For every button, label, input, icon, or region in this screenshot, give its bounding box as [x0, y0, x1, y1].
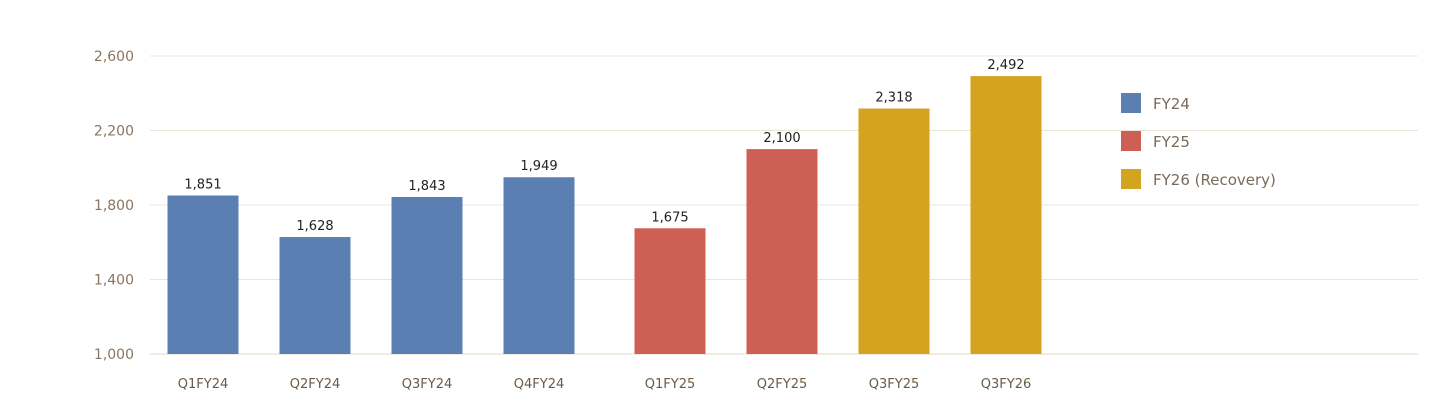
x-tick-label: Q3FY25 [869, 377, 919, 392]
bar-q3fy25 [858, 108, 930, 355]
bar-q4fy24 [503, 177, 575, 354]
bar-q3fy26 [970, 76, 1042, 355]
data-label: 1,675 [651, 210, 688, 225]
y-tick-label: 2,600 [94, 49, 134, 65]
data-label: 1,628 [296, 219, 333, 234]
data-label: 1,843 [408, 179, 445, 194]
legend: FY24 FY25 FY26 (Recovery) [1121, 93, 1276, 189]
data-labels: 1,851 1,628 1,843 1,949 1,675 2,100 2,318 2,492 [184, 58, 1024, 234]
bar-q2fy24 [279, 237, 351, 354]
legend-item: FY26 (Recovery) [1121, 169, 1276, 189]
legend-label: FY26 (Recovery) [1153, 171, 1276, 189]
x-tick-label: Q1FY24 [178, 377, 228, 392]
bars [167, 76, 1042, 355]
x-tick-label: Q2FY25 [757, 377, 807, 392]
data-label: 2,100 [763, 131, 800, 146]
x-tick-label: Q3FY24 [402, 377, 452, 392]
legend-label: FY24 [1153, 95, 1190, 113]
data-label: 2,492 [987, 58, 1024, 73]
data-label: 1,851 [184, 178, 221, 193]
x-tick-label: Q4FY24 [514, 377, 564, 392]
bar-q3fy24 [391, 196, 463, 354]
data-label: 1,949 [520, 159, 557, 174]
y-tick-label: 1,000 [94, 347, 134, 363]
bar-q1fy25 [634, 228, 706, 354]
y-tick-label: 1,800 [94, 198, 134, 214]
x-tick-label: Q2FY24 [290, 377, 340, 392]
legend-swatch [1121, 169, 1141, 189]
y-tick-label: 2,200 [94, 124, 134, 140]
bar-q1fy24 [167, 195, 239, 354]
x-tick-label: Q3FY26 [981, 377, 1031, 392]
bar-q2fy25 [746, 149, 818, 354]
x-tick-label: Q1FY25 [645, 377, 695, 392]
data-label: 2,318 [875, 91, 912, 106]
legend-swatch [1121, 93, 1141, 113]
y-tick-label: 1,400 [94, 273, 134, 289]
legend-swatch [1121, 131, 1141, 151]
legend-label: FY25 [1153, 133, 1190, 151]
legend-item: FY24 [1121, 93, 1190, 113]
legend-item: FY25 [1121, 131, 1190, 151]
y-axis-tick-labels: 1,000 1,400 1,800 2,200 2,600 [94, 49, 134, 363]
x-axis-tick-labels: Q1FY24 Q2FY24 Q3FY24 Q4FY24 Q1FY25 Q2FY25 Q3FY… [178, 377, 1031, 392]
